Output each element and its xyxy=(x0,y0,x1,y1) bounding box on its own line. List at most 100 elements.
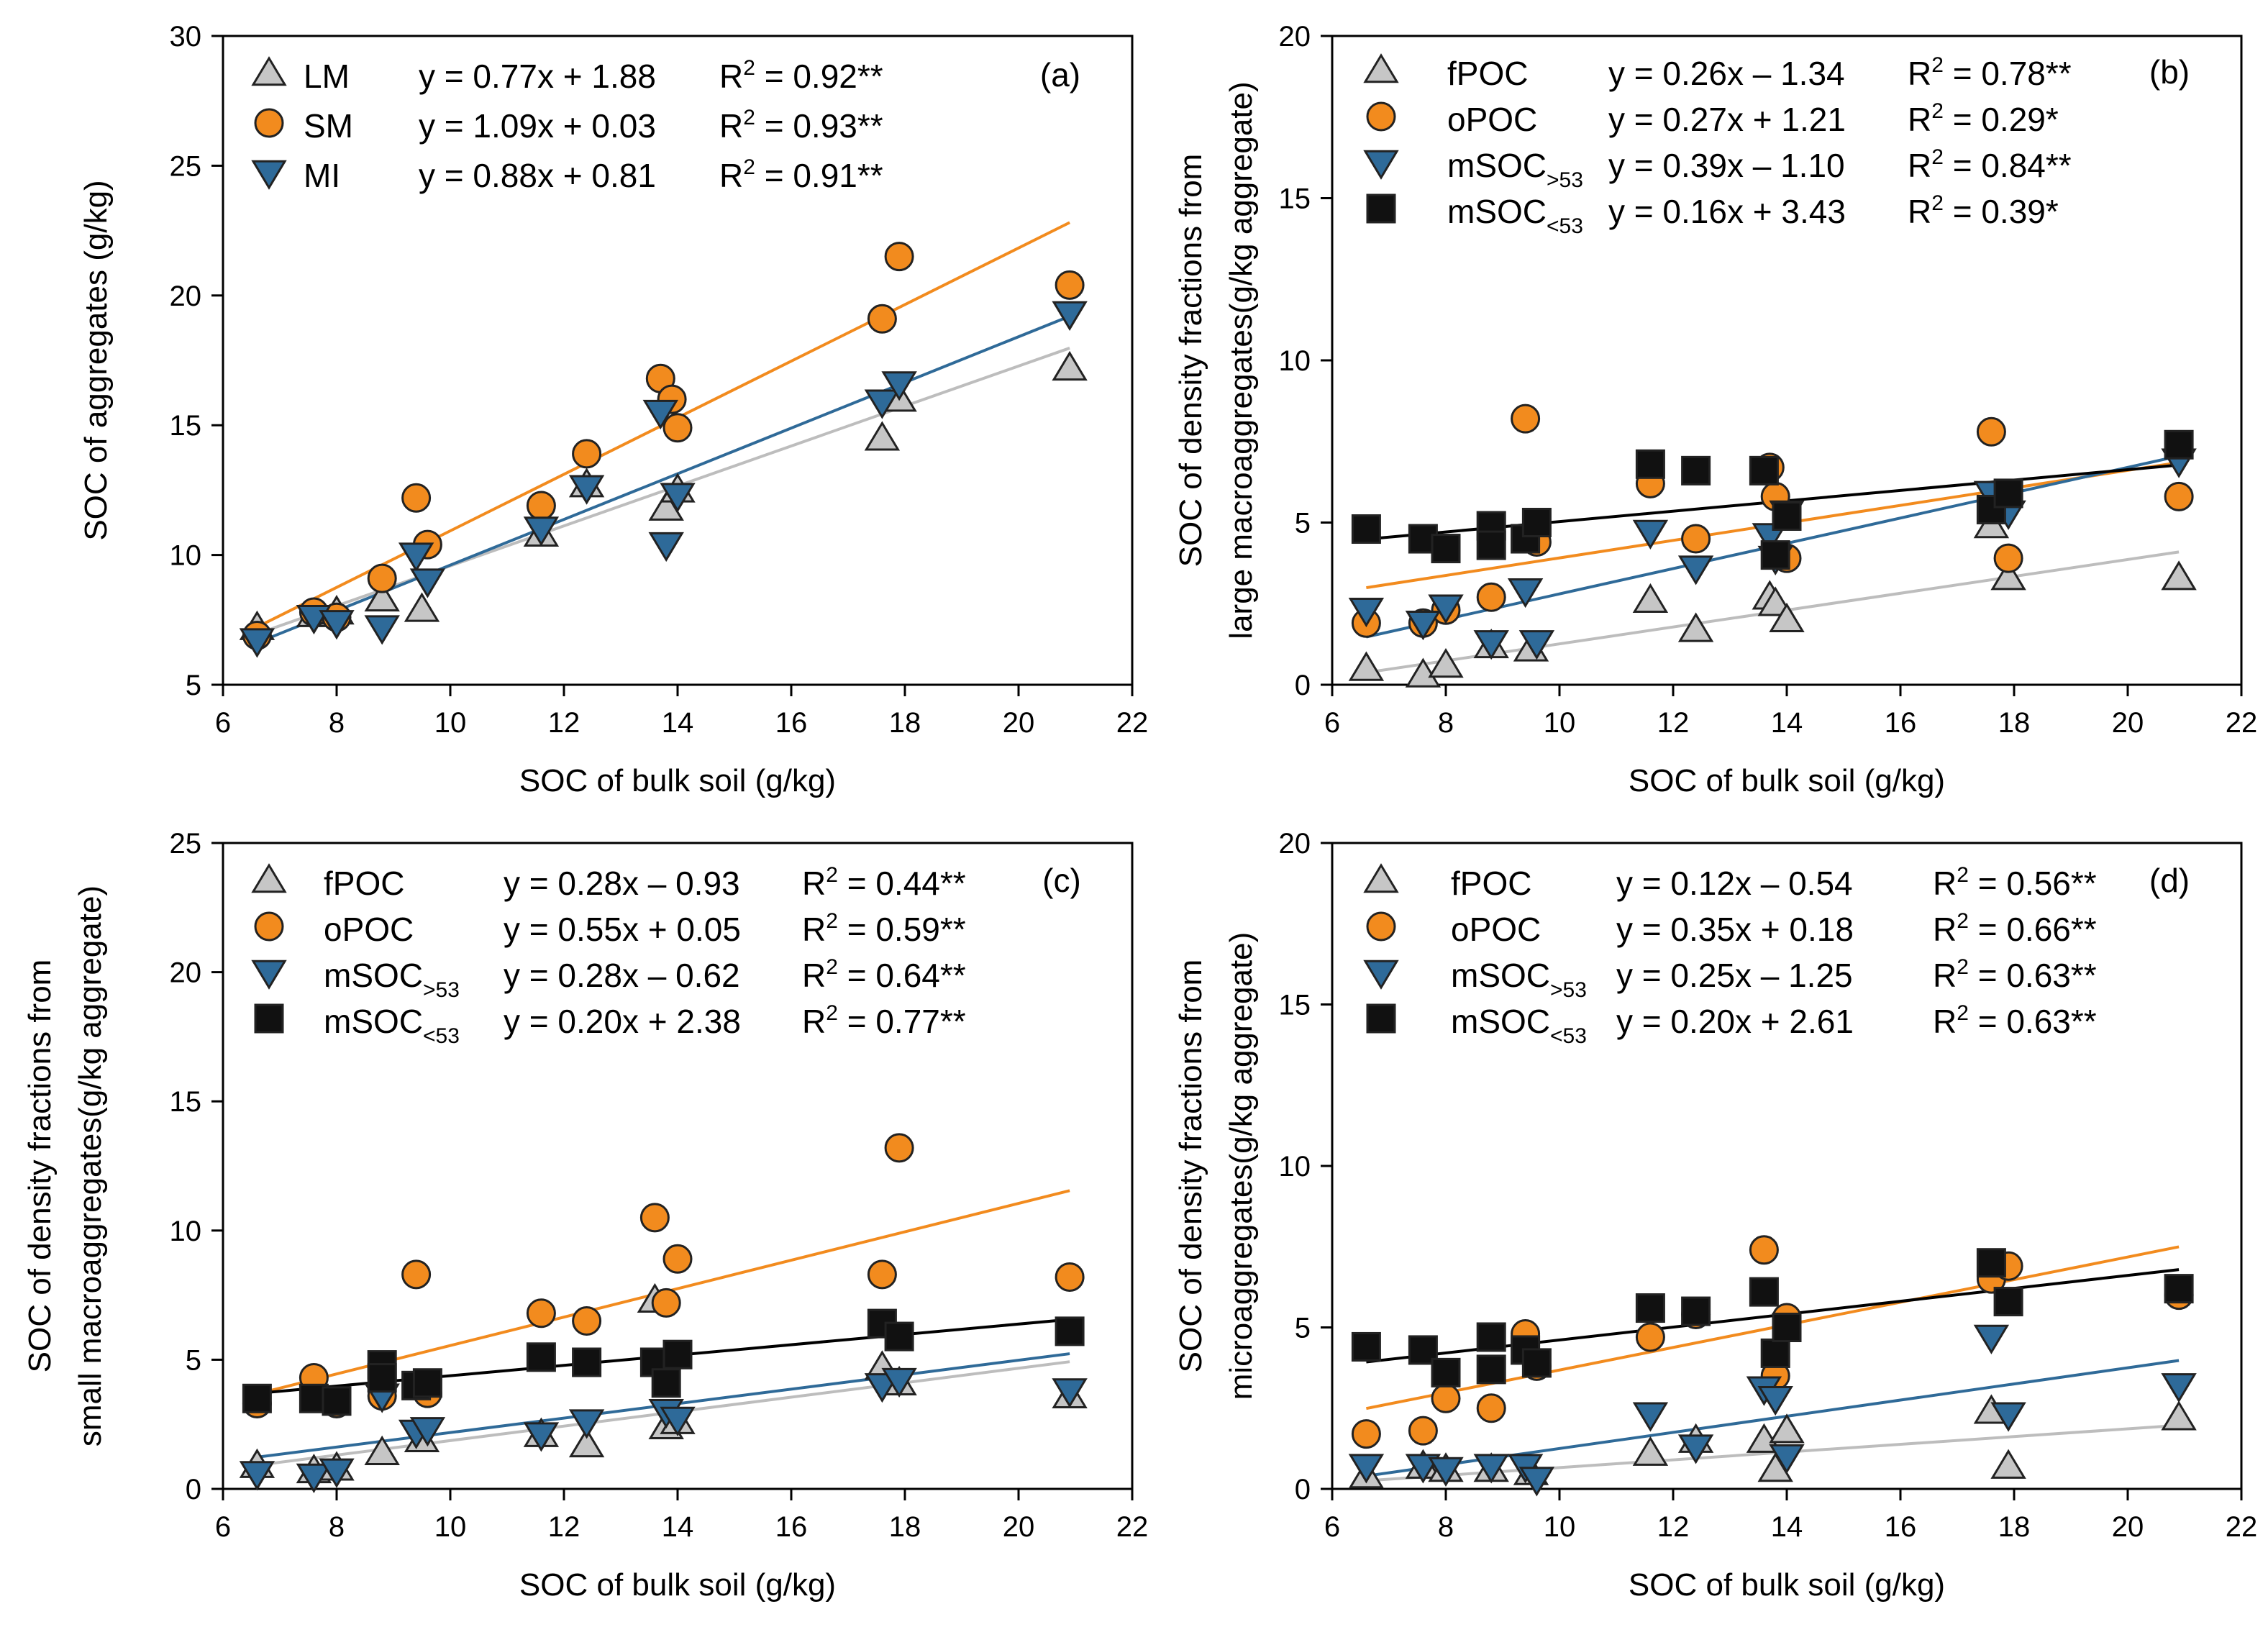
data-point xyxy=(660,483,696,513)
data-point xyxy=(1473,630,1509,660)
r2-value: = 0.92** xyxy=(755,58,883,95)
x-tick-label: 10 xyxy=(1544,1511,1576,1543)
data-point xyxy=(648,532,684,562)
r2-value: = 0.78** xyxy=(1944,55,2072,92)
y-tick-label: 20 xyxy=(1279,828,1311,860)
data-point xyxy=(1518,1467,1555,1497)
x-tick-label: 6 xyxy=(215,707,231,739)
legend-marker xyxy=(1366,1003,1396,1034)
data-point xyxy=(1681,1296,1711,1326)
legend-marker xyxy=(1366,101,1396,132)
data-point xyxy=(2164,429,2194,460)
data-point xyxy=(409,568,446,598)
data-point xyxy=(1677,555,1714,585)
data-point xyxy=(1431,534,1461,564)
data-point xyxy=(1052,301,1088,331)
y-axis-label: SOC of density fractions from xyxy=(1173,960,1208,1373)
legend-marker xyxy=(251,56,287,86)
r2-superscript: 2 xyxy=(743,56,755,80)
data-point xyxy=(526,491,556,521)
data-point xyxy=(1521,508,1552,537)
r2-symbol: R xyxy=(802,865,826,902)
legend-label: mSOC<53 xyxy=(324,1003,460,1048)
legend-r2: R2 = 0.56** xyxy=(1933,863,2097,902)
r2-symbol: R xyxy=(719,107,743,145)
legend-equation: y = 1.09x + 0.03 xyxy=(419,107,656,145)
data-point xyxy=(1408,1335,1438,1365)
r2-symbol: R xyxy=(719,157,743,194)
data-point xyxy=(1993,478,2023,509)
legend-equation: y = 0.35x + 0.18 xyxy=(1616,911,1854,948)
legend-r2: R2 = 0.84** xyxy=(1908,145,2072,184)
x-tick-label: 20 xyxy=(1003,1511,1035,1543)
r2-value: = 0.77** xyxy=(838,1003,966,1040)
data-point xyxy=(398,542,434,573)
x-tick-label: 8 xyxy=(329,707,345,739)
legend-r2: R2 = 0.63** xyxy=(1933,1001,2097,1040)
y-axis-label: large macroaggregates(g/kg aggregate) xyxy=(1224,81,1259,639)
y-tick-label: 5 xyxy=(1295,508,1311,539)
x-tick-label: 22 xyxy=(1116,1511,1149,1543)
legend-label: mSOC>53 xyxy=(324,957,460,1002)
data-point xyxy=(651,1368,681,1398)
data-point xyxy=(1405,611,1442,641)
x-tick-label: 18 xyxy=(889,1511,921,1543)
data-point xyxy=(642,399,678,430)
r2-symbol: R xyxy=(1908,101,1931,138)
x-tick-label: 12 xyxy=(548,1511,580,1543)
data-point xyxy=(881,1367,917,1398)
x-tick-label: 14 xyxy=(662,707,694,739)
y-tick-label: 5 xyxy=(186,1344,201,1376)
x-tick-label: 16 xyxy=(775,707,808,739)
y-tick-label: 5 xyxy=(186,670,201,701)
x-tick-label: 12 xyxy=(1657,707,1690,739)
r2-superscript: 2 xyxy=(826,1001,838,1025)
data-point xyxy=(1993,543,2023,573)
legend-r2: R2 = 0.44** xyxy=(802,863,966,902)
legend-subscript: >53 xyxy=(1550,978,1587,1002)
data-point xyxy=(242,1383,272,1413)
legend-marker xyxy=(1366,193,1396,224)
r2-value: = 0.63** xyxy=(1969,957,2097,994)
x-tick-label: 20 xyxy=(2112,707,2144,739)
data-point xyxy=(1521,1348,1552,1378)
data-point xyxy=(572,1306,602,1336)
legend-marker xyxy=(251,160,287,190)
x-axis-label: SOC of bulk soil (g/kg) xyxy=(1629,763,1945,798)
data-point xyxy=(864,389,901,419)
r2-symbol: R xyxy=(1908,147,1931,184)
r2-symbol: R xyxy=(1933,911,1957,948)
panel-label: (b) xyxy=(2149,53,2190,91)
data-point xyxy=(884,1321,914,1352)
legend-equation: y = 0.28x – 0.62 xyxy=(504,957,740,994)
data-point xyxy=(1428,594,1464,624)
data-point xyxy=(1990,1449,2026,1479)
data-point xyxy=(319,610,355,640)
x-tick-label: 8 xyxy=(1438,707,1454,739)
data-point xyxy=(319,1458,355,1488)
data-point xyxy=(1408,1416,1438,1446)
legend-r2: R2 = 0.63** xyxy=(1933,955,2097,994)
r2-symbol: R xyxy=(802,1003,826,1040)
x-tick-label: 10 xyxy=(434,707,467,739)
legend-label: oPOC xyxy=(1447,101,1537,138)
legend-subscript: <53 xyxy=(423,1024,460,1048)
x-tick-label: 6 xyxy=(1324,707,1340,739)
data-point xyxy=(1431,1357,1461,1387)
data-point xyxy=(1476,530,1506,560)
x-tick-label: 22 xyxy=(1116,707,1149,739)
r2-symbol: R xyxy=(1908,193,1931,230)
plot-frame xyxy=(222,35,1134,686)
data-point xyxy=(1348,1454,1385,1484)
legend-marker xyxy=(1363,960,1399,990)
x-tick-label: 16 xyxy=(1885,707,1917,739)
data-point xyxy=(568,1428,605,1458)
data-point xyxy=(1677,612,1714,642)
data-point xyxy=(662,1339,693,1369)
y-axis-label: microaggregates(g/kg aggregate) xyxy=(1224,932,1259,1400)
x-axis-label: SOC of bulk soil (g/kg) xyxy=(519,1567,836,1603)
data-point xyxy=(1476,1393,1506,1423)
data-point xyxy=(1760,540,1790,570)
